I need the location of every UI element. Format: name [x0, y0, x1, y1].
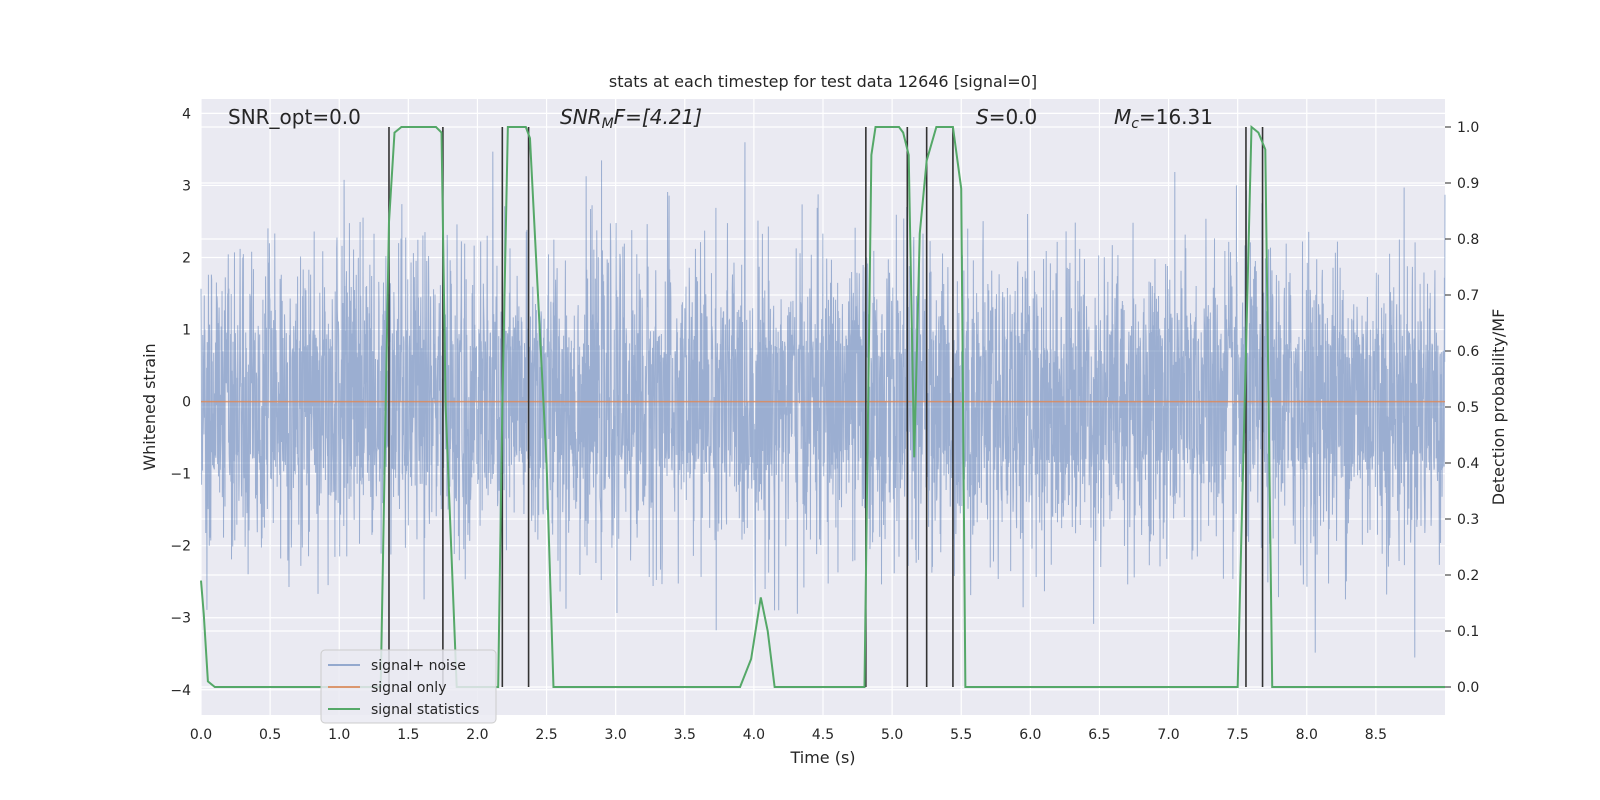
- y-tick-label: −4: [170, 683, 191, 699]
- y-tick-label: 2: [182, 251, 191, 267]
- y2-tick-label: 0.7: [1457, 288, 1479, 304]
- x-tick-label: 6.0: [1019, 727, 1041, 743]
- annotation-snr-opt: SNR_opt=0.0: [228, 105, 361, 129]
- legend-box: [320, 649, 497, 724]
- y2-tick-label: 0.6: [1457, 344, 1479, 360]
- y2-tick-label: 0.8: [1457, 232, 1479, 248]
- chart-title: stats at each timestep for test data 126…: [609, 72, 1037, 91]
- y2-tick-label: 0.9: [1457, 176, 1479, 192]
- x-tick-label: 1.0: [328, 727, 350, 743]
- legend: signal+ noise signal only signal statist…: [320, 649, 497, 724]
- y2-tick-label: 0.3: [1457, 512, 1479, 528]
- x-tick-label: 7.5: [1227, 727, 1249, 743]
- x-tick-label: 3.0: [605, 727, 627, 743]
- y-tick-label: −2: [170, 539, 191, 555]
- y-tick-label: −1: [170, 467, 191, 483]
- x-tick-label: 1.5: [397, 727, 419, 743]
- x-tick-label: 8.5: [1365, 727, 1387, 743]
- series-signal-statistics: [200, 124, 1445, 688]
- y2-tick-label: 0.0: [1457, 680, 1479, 696]
- y-tick-label: 0: [182, 395, 191, 411]
- annotation-snr-mf: SNRMF=[4.21]: [560, 105, 702, 132]
- x-tick-label: 5.0: [881, 727, 903, 743]
- x-tick-label: 6.5: [1088, 727, 1110, 743]
- y-tick-label: −3: [170, 611, 191, 627]
- y2-tick-label: 0.2: [1457, 568, 1479, 584]
- legend-label-signal: signal only: [371, 680, 446, 696]
- y2-axis-ticks: 1.0 0.9 0.8 0.7 0.6 0.5 0.4 0.3 0.2 0.1 0.0: [1445, 120, 1479, 696]
- series-signal-plus-noise: [200, 142, 1446, 658]
- y-tick-label: 1: [182, 323, 191, 339]
- y2-tick-label: 0.5: [1457, 400, 1479, 416]
- detection-markers: [388, 127, 1264, 687]
- y-tick-label: 4: [182, 106, 191, 122]
- x-tick-label: 2.0: [466, 727, 488, 743]
- annotation-mc: Mc=16.31: [1114, 105, 1213, 132]
- legend-label-statistics: signal statistics: [371, 702, 479, 718]
- y2-tick-label: 0.1: [1457, 624, 1479, 640]
- x-tick-label: 0.0: [190, 727, 212, 743]
- x-tick-label: 4.5: [812, 727, 834, 743]
- x-axis-ticks: 0.0 0.5 1.0 1.5 2.0 2.5 3.0 3.5 4.0 4.5 5.0 5.5 6.0 6…: [190, 727, 1387, 743]
- y2-axis-title: Detection probability/MF: [1489, 309, 1508, 506]
- annotation-s: S=0.0: [976, 105, 1037, 129]
- x-tick-label: 4.0: [743, 727, 765, 743]
- noise-trace: [200, 142, 1446, 658]
- y-axis-title: Whitened strain: [140, 343, 159, 470]
- legend-label-noise: signal+ noise: [371, 658, 466, 674]
- statistics-trace: [200, 124, 1445, 688]
- x-tick-label: 0.5: [259, 727, 281, 743]
- x-tick-label: 2.5: [535, 727, 557, 743]
- x-axis-title: Time (s): [789, 748, 855, 767]
- x-tick-label: 5.5: [950, 727, 972, 743]
- y2-tick-label: 0.4: [1457, 456, 1479, 472]
- y2-tick-label: 1.0: [1457, 120, 1479, 136]
- y-tick-label: 3: [182, 178, 191, 194]
- x-tick-label: 3.5: [674, 727, 696, 743]
- x-tick-label: 7.0: [1157, 727, 1179, 743]
- x-tick-label: 8.0: [1296, 727, 1318, 743]
- y-axis-ticks: 4 3 2 1 0 −1 −2 −3 −4: [170, 106, 191, 698]
